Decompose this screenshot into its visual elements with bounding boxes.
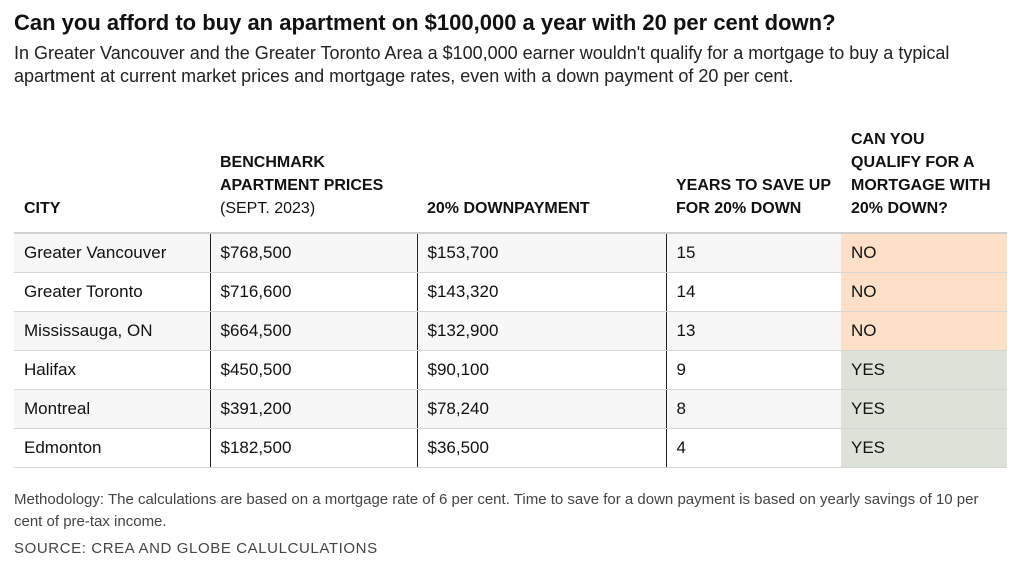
cell-price: $716,600 [210,272,418,312]
table-header-row: CITY BENCHMARK APARTMENT PRICES (SEPT. 2… [14,128,1007,234]
cell-price: $391,200 [210,389,418,429]
methodology-note: Methodology: The calculations are based … [14,491,979,530]
cell-years: 14 [666,272,841,312]
cell-years: 4 [666,428,841,468]
cell-qualify: NO [841,233,1007,273]
cell-downpayment: $153,700 [417,233,667,273]
cell-downpayment: $36,500 [417,428,667,468]
cell-city: Greater Vancouver [14,233,211,273]
cell-qualify: NO [841,272,1007,312]
col-header-price: BENCHMARK APARTMENT PRICES (SEPT. 2023) [210,128,417,234]
cell-price: $450,500 [210,350,418,390]
cell-years: 13 [666,311,841,351]
cell-city: Mississauga, ON [14,311,211,351]
col-header-city: CITY [14,128,210,234]
cell-qualify: YES [841,428,1007,468]
table-row: Montreal $391,200 $78,240 8 YES [14,389,1007,429]
cell-years: 8 [666,389,841,429]
col-header-qualify: CAN YOU QUALIFY FOR A MORTGAGE WITH 20% … [841,128,1007,234]
cell-qualify: YES [841,350,1007,390]
cell-downpayment: $90,100 [417,350,667,390]
cell-qualify: NO [841,311,1007,351]
cell-years: 9 [666,350,841,390]
chart-subtitle: In Greater Vancouver and the Greater Tor… [14,43,950,86]
affordability-table: CITY BENCHMARK APARTMENT PRICES (SEPT. 2… [14,128,1007,468]
table-row: Halifax $450,500 $90,100 9 YES [14,350,1007,390]
table-body: Greater Vancouver $768,500 $153,700 15 NO Gre… [14,233,1007,468]
cell-price: $664,500 [210,311,418,351]
cell-city: Edmonton [14,428,211,468]
cell-city: Greater Toronto [14,272,211,312]
table-row: Mississauga, ON $664,500 $132,900 13 NO [14,311,1007,351]
source-note: SOURCE: CREA AND GLOBE CALULCULATIONS [14,540,378,557]
table-row: Greater Vancouver $768,500 $153,700 15 NO [14,233,1007,273]
cell-city: Montreal [14,389,211,429]
table-row: Edmonton $182,500 $36,500 4 YES [14,428,1007,468]
col-header-downpayment: 20% DOWNPAYMENT [417,128,666,234]
col-header-years: YEARS TO SAVE UP FOR 20% DOWN [666,128,841,234]
cell-downpayment: $78,240 [417,389,667,429]
cell-price: $768,500 [210,233,418,273]
cell-price: $182,500 [210,428,418,468]
cell-downpayment: $143,320 [417,272,667,312]
table-row: Greater Toronto $716,600 $143,320 14 NO [14,272,1007,312]
cell-years: 15 [666,233,841,273]
cell-qualify: YES [841,389,1007,429]
chart-title: Can you afford to buy an apartment on $1… [14,10,836,35]
cell-downpayment: $132,900 [417,311,667,351]
cell-city: Halifax [14,350,211,390]
